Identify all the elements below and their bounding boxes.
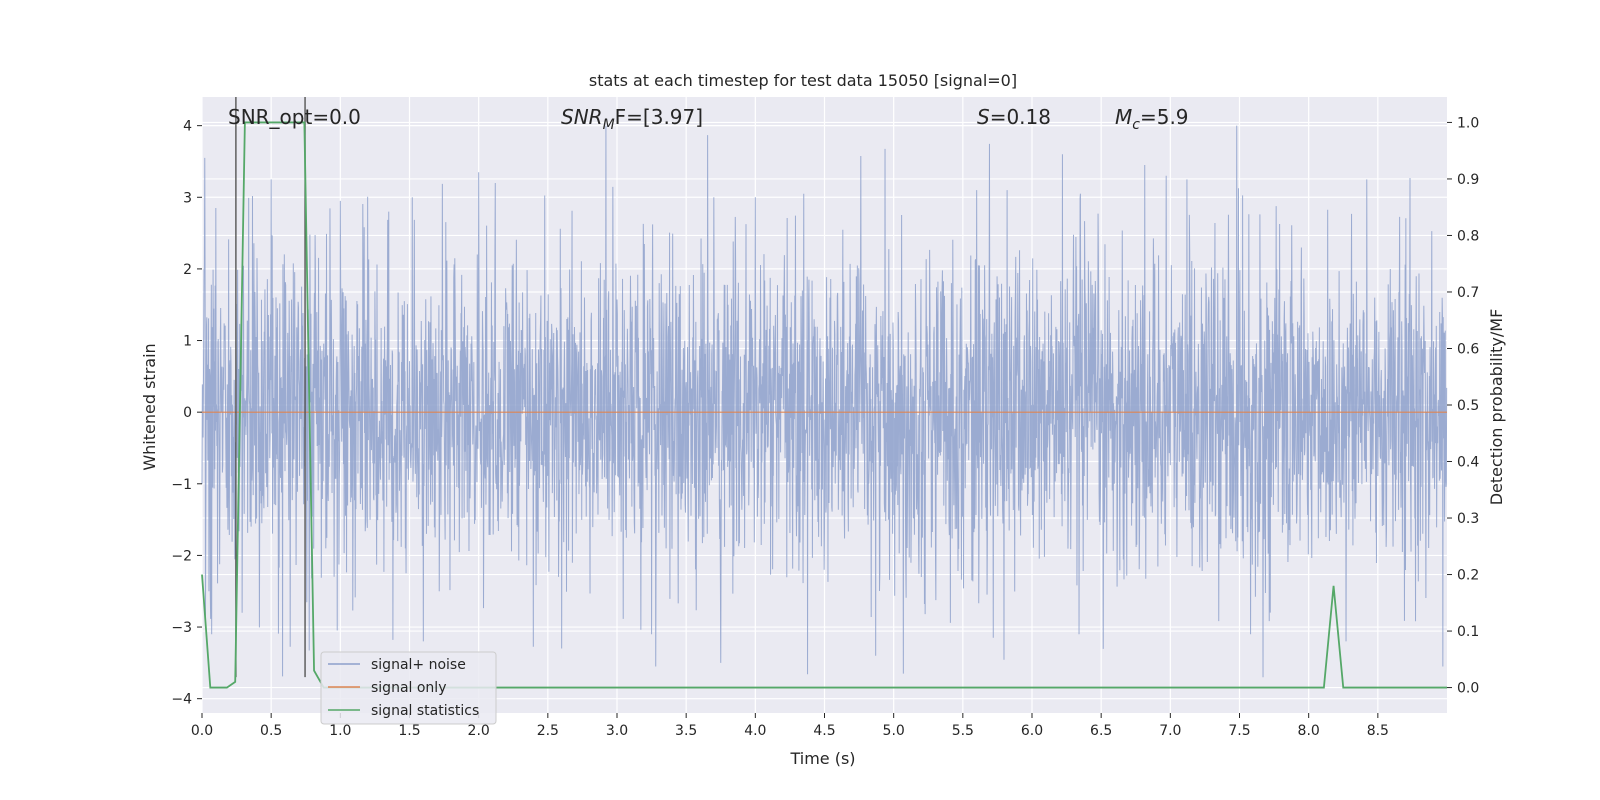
- y-right-tick-label: 0.0: [1457, 681, 1479, 697]
- y-right-tick-label: 0.5: [1457, 398, 1479, 414]
- signal-statistics-line: [201, 121, 1447, 689]
- snr-mf-annotation: SNRMF=[3.97]: [561, 105, 703, 133]
- x-tick-label: 6.0: [1021, 723, 1043, 739]
- x-axis-label: Time (s): [789, 749, 855, 768]
- chart-title: stats at each timestep for test data 150…: [589, 71, 1017, 90]
- x-tick-label: 7.5: [1228, 723, 1250, 739]
- legend-label-signal-noise: signal+ noise: [371, 657, 466, 673]
- legend-label-signal-only: signal only: [371, 680, 446, 696]
- y-right-tick-label: 0.3: [1457, 511, 1479, 527]
- legend: signal+ noise signal only signal statist…: [320, 651, 497, 725]
- y-right-tick-label: 0.8: [1457, 228, 1479, 244]
- mc-sub: c: [1132, 117, 1140, 133]
- y-tick-label: 4: [183, 119, 192, 135]
- y-right-tick-label: 0.9: [1457, 172, 1479, 188]
- y-axis-right-label: Detection probability/MF: [1487, 309, 1506, 506]
- s-value: =0.18: [990, 105, 1051, 129]
- x-tick-label: 5.0: [883, 723, 905, 739]
- snr-mf-tail: F=[3.97]: [615, 105, 703, 129]
- x-tick-label: 6.5: [1090, 723, 1112, 739]
- lines-layer: [201, 97, 1447, 689]
- x-tick-label: 2.5: [537, 723, 559, 739]
- signal-noise-line: [201, 125, 1448, 678]
- y-tick-label: −4: [171, 692, 192, 708]
- noise-series: [201, 125, 1448, 678]
- legend-label-signal-statistics: signal statistics: [371, 703, 479, 719]
- mc-value: =5.9: [1140, 105, 1189, 129]
- y-right-tick-label: 1.0: [1457, 115, 1479, 131]
- x-tick-label: 3.5: [675, 723, 697, 739]
- x-tick-label: 4.5: [813, 723, 835, 739]
- y-right-tick-label: 0.1: [1457, 624, 1479, 640]
- x-tick-label: 8.0: [1298, 723, 1320, 739]
- y-tick-label: −2: [171, 548, 192, 564]
- x-tick-label: 1.0: [329, 723, 351, 739]
- mc-annotation: Mc=5.9: [1115, 105, 1189, 133]
- snr-mf-sub: M: [603, 117, 615, 133]
- y-tick-label: 0: [183, 405, 192, 421]
- y-tick-label: 1: [183, 334, 192, 350]
- snr-mf-base: SNR: [561, 105, 603, 129]
- x-tick-label: 8.5: [1367, 723, 1389, 739]
- y-tick-label: 3: [183, 190, 192, 206]
- legend-frame: [320, 651, 497, 725]
- y-right-tick-label: 0.7: [1457, 285, 1479, 301]
- x-tick-label: 5.5: [952, 723, 974, 739]
- snr-opt-annotation: SNR_opt=0.0: [228, 105, 361, 129]
- y-right-tick-label: 0.6: [1457, 341, 1479, 357]
- y-tick-label: −3: [171, 620, 192, 636]
- x-tick-label: 0.5: [260, 723, 282, 739]
- x-tick-label: 7.0: [1159, 723, 1181, 739]
- x-tick-label: 4.0: [744, 723, 766, 739]
- y-axis-label: Whitened strain: [140, 343, 159, 470]
- axes: 0.0 0.5 1.0 1.5 2.0 2.5 3.0 3.5 4.0 4.5 5.0 5.5 6.0 6…: [171, 115, 1479, 739]
- y-right-tick-label: 0.2: [1457, 568, 1479, 584]
- s-annotation: S=0.18: [977, 105, 1051, 129]
- y-tick-label: 2: [183, 262, 192, 278]
- x-tick-label: 0.0: [191, 723, 213, 739]
- x-tick-label: 2.0: [468, 723, 490, 739]
- mc-var: M: [1115, 105, 1132, 129]
- s-var: S: [977, 105, 990, 129]
- x-tick-label: 1.5: [398, 723, 420, 739]
- y-tick-label: −1: [171, 477, 192, 493]
- y-right-tick-label: 0.4: [1457, 455, 1479, 471]
- x-tick-label: 3.0: [606, 723, 628, 739]
